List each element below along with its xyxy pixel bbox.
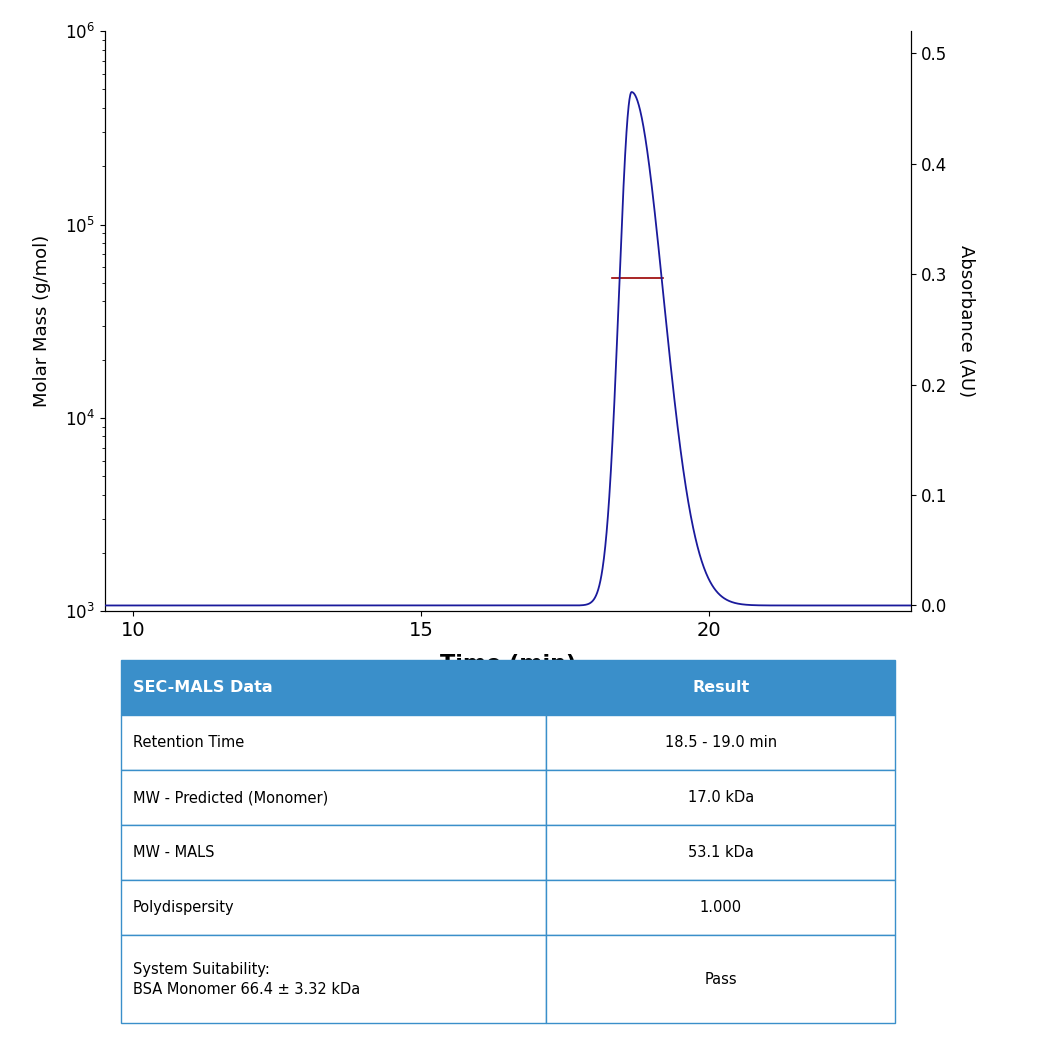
Bar <box>120 715 547 770</box>
Text: System Suitability:
BSA Monomer 66.4 ± 3.32 kDa: System Suitability: BSA Monomer 66.4 ± 3… <box>133 962 360 997</box>
Text: 17.0 kDa: 17.0 kDa <box>688 790 754 805</box>
Y-axis label: Absorbance (AU): Absorbance (AU) <box>957 245 975 397</box>
Y-axis label: Molar Mass (g/mol): Molar Mass (g/mol) <box>34 235 51 407</box>
Bar <box>547 715 895 770</box>
Bar <box>547 935 895 1023</box>
Bar <box>547 880 895 935</box>
Text: Result: Result <box>692 681 750 695</box>
Text: SEC-MALS Data: SEC-MALS Data <box>133 681 272 695</box>
Bar <box>547 770 895 825</box>
Text: 53.1 kDa: 53.1 kDa <box>688 846 754 860</box>
Text: Pass: Pass <box>705 972 737 987</box>
Text: MW - Predicted (Monomer): MW - Predicted (Monomer) <box>133 790 328 805</box>
Text: Retention Time: Retention Time <box>133 735 244 751</box>
Bar <box>120 825 547 880</box>
X-axis label: Time (min): Time (min) <box>440 654 576 673</box>
Bar <box>120 880 547 935</box>
Bar <box>120 935 547 1023</box>
Bar <box>120 661 547 715</box>
Text: MW - MALS: MW - MALS <box>133 846 215 860</box>
Bar <box>120 770 547 825</box>
Bar <box>547 825 895 880</box>
Text: 1.000: 1.000 <box>699 900 741 916</box>
Text: Polydispersity: Polydispersity <box>133 900 235 916</box>
Text: 18.5 - 19.0 min: 18.5 - 19.0 min <box>665 735 777 751</box>
Bar <box>547 661 895 715</box>
